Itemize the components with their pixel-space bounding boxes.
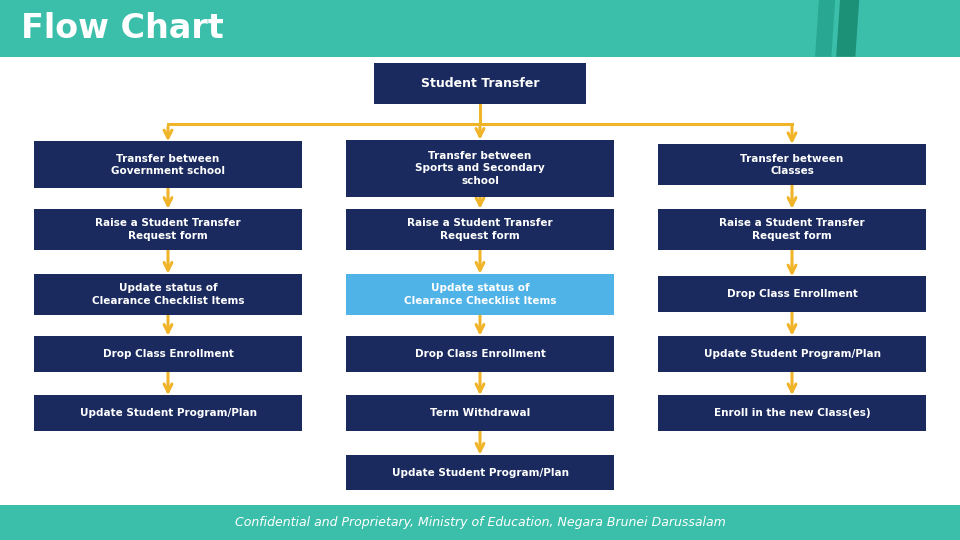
Text: Update Student Program/Plan: Update Student Program/Plan [392,468,568,477]
FancyBboxPatch shape [34,274,302,315]
FancyBboxPatch shape [658,336,926,372]
FancyBboxPatch shape [346,274,614,315]
Text: Update Student Program/Plan: Update Student Program/Plan [704,349,880,359]
Text: Raise a Student Transfer
Request form: Raise a Student Transfer Request form [719,218,865,241]
Text: Drop Class Enrollment: Drop Class Enrollment [415,349,545,359]
FancyBboxPatch shape [346,395,614,431]
FancyBboxPatch shape [346,455,614,490]
Text: Drop Class Enrollment: Drop Class Enrollment [103,349,233,359]
Text: Student Transfer: Student Transfer [420,77,540,90]
Text: Update status of
Clearance Checklist Items: Update status of Clearance Checklist Ite… [404,283,556,306]
FancyBboxPatch shape [658,395,926,431]
Text: Term Withdrawal: Term Withdrawal [430,408,530,418]
FancyBboxPatch shape [34,395,302,431]
FancyBboxPatch shape [0,0,960,57]
Polygon shape [836,0,859,57]
FancyBboxPatch shape [34,209,302,250]
FancyBboxPatch shape [346,140,614,197]
Text: Transfer between
Sports and Secondary
school: Transfer between Sports and Secondary sc… [415,151,545,186]
Text: Flow Chart: Flow Chart [21,12,224,45]
Text: Transfer between
Government school: Transfer between Government school [111,153,225,176]
FancyBboxPatch shape [34,336,302,372]
Polygon shape [815,0,835,57]
FancyBboxPatch shape [658,144,926,185]
FancyBboxPatch shape [346,209,614,250]
FancyBboxPatch shape [658,276,926,312]
Text: Drop Class Enrollment: Drop Class Enrollment [727,289,857,299]
FancyBboxPatch shape [34,141,302,188]
Text: Raise a Student Transfer
Request form: Raise a Student Transfer Request form [95,218,241,241]
FancyBboxPatch shape [658,209,926,250]
Text: Update Student Program/Plan: Update Student Program/Plan [80,408,256,418]
FancyBboxPatch shape [346,336,614,372]
FancyBboxPatch shape [0,505,960,540]
Text: Confidential and Proprietary, Ministry of Education, Negara Brunei Darussalam: Confidential and Proprietary, Ministry o… [234,516,726,529]
Text: Transfer between
Classes: Transfer between Classes [740,153,844,176]
Text: Enroll in the new Class(es): Enroll in the new Class(es) [713,408,871,418]
Text: Raise a Student Transfer
Request form: Raise a Student Transfer Request form [407,218,553,241]
Text: Update status of
Clearance Checklist Items: Update status of Clearance Checklist Ite… [92,283,244,306]
FancyBboxPatch shape [374,63,586,104]
